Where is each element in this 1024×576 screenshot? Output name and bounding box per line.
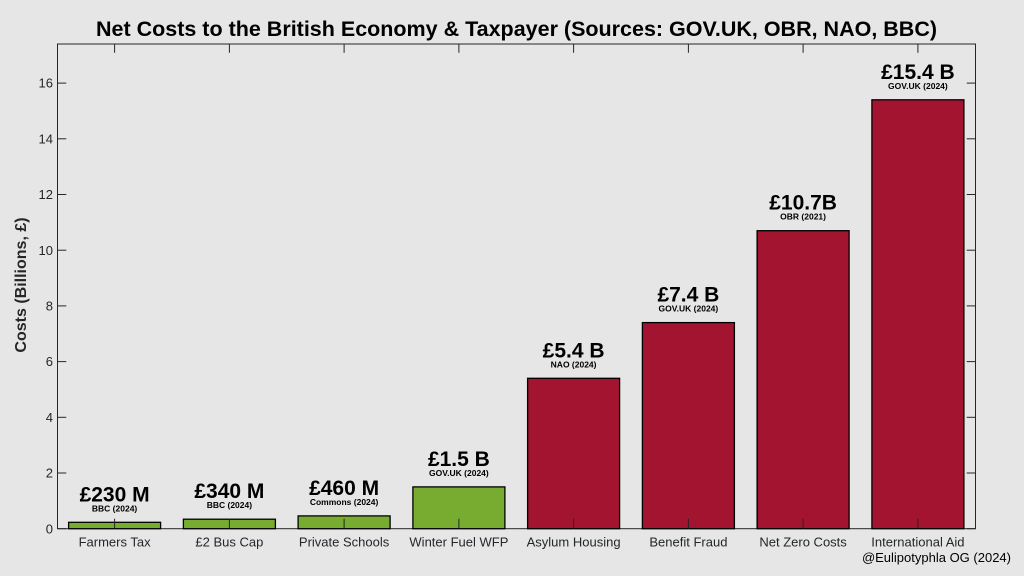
svg-text:Asylum Housing: Asylum Housing: [527, 535, 621, 550]
svg-text:8: 8: [46, 299, 53, 314]
svg-text:Winter Fuel WFP: Winter Fuel WFP: [409, 535, 508, 550]
svg-text:OBR (2021): OBR (2021): [780, 212, 826, 222]
svg-text:£5.4 B: £5.4 B: [543, 339, 605, 362]
svg-text:6: 6: [46, 354, 53, 369]
svg-text:BBC (2024): BBC (2024): [207, 500, 253, 510]
svg-text:Farmers Tax: Farmers Tax: [79, 535, 151, 550]
svg-text:£2 Bus Cap: £2 Bus Cap: [195, 535, 263, 550]
svg-text:BBC (2024): BBC (2024): [92, 503, 138, 513]
svg-text:GOV.UK (2024): GOV.UK (2024): [888, 81, 948, 91]
svg-text:Commons (2024): Commons (2024): [310, 497, 379, 507]
svg-text:£1.5 B: £1.5 B: [428, 448, 490, 471]
svg-text:International Aid: International Aid: [871, 535, 964, 550]
svg-text:@Eulipotyphla OG (2024): @Eulipotyphla OG (2024): [862, 550, 1011, 565]
svg-text:4: 4: [46, 410, 53, 425]
svg-text:2: 2: [46, 466, 53, 481]
svg-text:Private Schools: Private Schools: [299, 535, 390, 550]
svg-text:GOV.UK (2024): GOV.UK (2024): [659, 304, 719, 314]
svg-text:NAO (2024): NAO (2024): [551, 359, 597, 369]
svg-text:0: 0: [46, 521, 53, 536]
svg-text:£7.4 B: £7.4 B: [657, 284, 719, 307]
svg-text:£340 M: £340 M: [194, 480, 264, 503]
svg-text:Net Costs to the British Econo: Net Costs to the British Economy & Taxpa…: [96, 17, 937, 41]
svg-text:Net Zero Costs: Net Zero Costs: [759, 535, 847, 550]
svg-text:£10.7B: £10.7B: [769, 192, 837, 215]
svg-text:12: 12: [39, 187, 53, 202]
svg-text:Costs (Billions, £): Costs (Billions, £): [13, 217, 30, 352]
svg-text:Benefit Fraud: Benefit Fraud: [649, 535, 727, 550]
svg-text:GOV.UK (2024): GOV.UK (2024): [429, 468, 489, 478]
svg-text:£460 M: £460 M: [309, 477, 379, 500]
svg-text:£230 M: £230 M: [80, 483, 150, 506]
svg-text:16: 16: [39, 76, 53, 91]
svg-text:10: 10: [39, 243, 53, 258]
svg-text:14: 14: [39, 131, 53, 146]
svg-text:£15.4 B: £15.4 B: [881, 61, 955, 84]
